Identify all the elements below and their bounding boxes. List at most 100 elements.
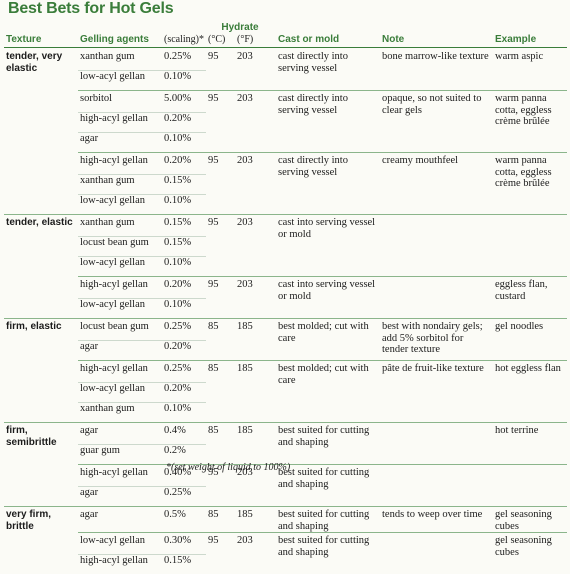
gelling-agent-cell: agar	[78, 507, 162, 533]
scaling-cell: 0.25%	[162, 487, 206, 507]
gelling-agent-cell: high-acyl gellan	[78, 555, 162, 574]
cast-or-mold-cell: cast directly into serving vessel	[276, 51, 380, 91]
note-cell	[380, 465, 493, 507]
scaling-cell: 0.4%	[162, 423, 206, 445]
example-cell: eggless flan, custard	[493, 277, 567, 319]
scaling-cell: 0.15%	[162, 215, 206, 237]
gelling-agent-cell: high-acyl gellan	[78, 153, 162, 175]
scaling-cell: 0.10%	[162, 403, 206, 423]
gelling-agent-cell: low-acyl gellan	[78, 299, 162, 319]
gelling-agents-header: Gelling agents	[78, 34, 162, 48]
note-cell: creamy mouthfeel	[380, 153, 493, 215]
footnote: *(set weight of liquid to 100%)	[166, 462, 290, 473]
cast-or-mold-cell: cast directly into serving vessel	[276, 153, 380, 215]
hydrate-fahrenheit-cell: 185	[235, 319, 276, 361]
cast-or-mold-cell: cast into serving vessel or mold	[276, 277, 380, 319]
cast-or-mold-header: Cast or mold	[276, 34, 380, 48]
example-cell: warm aspic	[493, 51, 567, 91]
note-cell: tends to weep over time	[380, 507, 493, 533]
gelling-agent-cell: xanthan gum	[78, 215, 162, 237]
hydrate-fahrenheit-cell: 185	[235, 507, 276, 533]
example-cell: warm panna cotta, eggless crème brûlée	[493, 153, 567, 215]
gelling-agent-cell: low-acyl gellan	[78, 71, 162, 91]
texture-header: Texture	[4, 34, 78, 48]
gelling-agent-cell: guar gum	[78, 445, 162, 465]
hydrate-celsius-cell: 95	[206, 215, 235, 277]
example-cell	[493, 215, 567, 277]
hydrate-celsius-cell: 95	[206, 91, 235, 153]
scaling-cell: 0.10%	[162, 195, 206, 215]
page-title: Best Bets for Hot Gels	[8, 0, 173, 18]
gelling-agent-cell: agar	[78, 341, 162, 361]
example-cell: gel noodles	[493, 319, 567, 361]
hydrate-celsius-cell: 85	[206, 507, 235, 533]
cast-or-mold-cell: best molded; cut with care	[276, 319, 380, 361]
hydrate-celsius-cell: 85	[206, 423, 235, 465]
hydrate-fahrenheit-cell: 203	[235, 91, 276, 153]
hydrate-fahrenheit-cell: 203	[235, 153, 276, 215]
gelling-agent-cell: agar	[78, 487, 162, 507]
cast-or-mold-cell: best suited for cutting and shaping	[276, 465, 380, 507]
hydrate-fahrenheit-cell: 203	[235, 277, 276, 319]
scaling-header: (scaling)*	[162, 34, 206, 48]
gelling-agent-cell: locust bean gum	[78, 237, 162, 257]
cast-or-mold-cell: best molded; cut with care	[276, 361, 380, 423]
note-cell	[380, 215, 493, 277]
cast-or-mold-cell: best suited for cutting and shaping	[276, 533, 380, 574]
fahrenheit-header: (°F)	[235, 34, 276, 48]
example-cell: hot terrine	[493, 423, 567, 465]
cast-or-mold-cell: cast into serving vessel or mold	[276, 215, 380, 277]
note-cell: opaque, so not suited to clear gels	[380, 91, 493, 153]
texture-cell: firm, elastic	[4, 319, 78, 423]
hydrate-header: Hydrate	[206, 22, 276, 34]
gelling-agent-cell: xanthan gum	[78, 51, 162, 71]
gelling-agent-cell: xanthan gum	[78, 403, 162, 423]
cast-or-mold-cell: best suited for cutting and shaping	[276, 423, 380, 465]
scaling-cell: 0.20%	[162, 153, 206, 175]
example-cell: hot eggless flan	[493, 361, 567, 423]
hydrate-fahrenheit-cell: 203	[235, 215, 276, 277]
texture-cell: tender, very elastic	[4, 51, 78, 215]
scaling-cell: 0.20%	[162, 341, 206, 361]
celsius-header: (°C)	[206, 34, 235, 48]
scaling-cell: 0.20%	[162, 383, 206, 403]
hydrate-fahrenheit-cell: 203	[235, 51, 276, 91]
scaling-cell: 0.10%	[162, 133, 206, 153]
example-header: Example	[493, 34, 567, 48]
gelling-agent-cell: low-acyl gellan	[78, 383, 162, 403]
scaling-cell: 0.10%	[162, 257, 206, 277]
gelling-agent-cell: locust bean gum	[78, 319, 162, 341]
note-cell	[380, 423, 493, 465]
scaling-cell: 0.10%	[162, 299, 206, 319]
hydrate-fahrenheit-cell: 185	[235, 361, 276, 423]
scaling-cell: 0.15%	[162, 175, 206, 195]
scaling-cell: 0.30%	[162, 533, 206, 555]
hydrate-celsius-cell: 85	[206, 361, 235, 423]
gelling-agent-cell: low-acyl gellan	[78, 533, 162, 555]
note-cell: bone marrow-like texture	[380, 51, 493, 91]
note-cell: pâte de fruit-like texture	[380, 361, 493, 423]
texture-cell: firm, semibrittle	[4, 423, 78, 507]
hydrate-celsius-cell: 95	[206, 153, 235, 215]
gelling-agent-cell: high-acyl gellan	[78, 361, 162, 383]
note-cell	[380, 533, 493, 574]
texture-cell: tender, elastic	[4, 215, 78, 319]
example-cell: gel seasoning cubes	[493, 533, 567, 574]
scaling-cell: 0.20%	[162, 277, 206, 299]
scaling-cell: 0.25%	[162, 319, 206, 341]
cast-or-mold-cell: cast directly into serving vessel	[276, 91, 380, 153]
note-cell	[380, 277, 493, 319]
gelling-agent-cell: high-acyl gellan	[78, 113, 162, 133]
scaling-cell: 0.15%	[162, 237, 206, 257]
note-header: Note	[380, 34, 493, 48]
scaling-cell: 0.25%	[162, 51, 206, 71]
gelling-agent-cell: agar	[78, 423, 162, 445]
gelling-agent-cell: sorbitol	[78, 91, 162, 113]
